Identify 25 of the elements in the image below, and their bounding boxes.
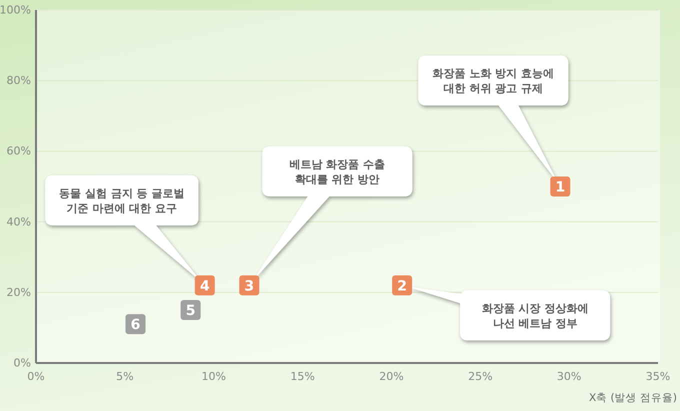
- annotation: 화장품 시장 정상화에 나선 베트남 정부: [482, 302, 588, 330]
- y-tick-label: 0%: [14, 356, 31, 370]
- annotation: 4: [200, 278, 210, 294]
- annotation: 1: [555, 180, 566, 196]
- annotation: 2: [397, 278, 407, 294]
- x-tick-label: 15%: [290, 370, 315, 383]
- annotation: 5: [186, 303, 196, 320]
- x-tick-label: 35%: [646, 370, 670, 383]
- y-tick-label: 80%: [6, 74, 31, 88]
- annotation: 베트남 화장품 수출 확대를 위한 방안: [289, 158, 386, 186]
- annotation: 6: [130, 317, 140, 334]
- y-tick-label: 20%: [6, 286, 31, 299]
- x-tick-label: 25%: [468, 370, 493, 383]
- annotation: 3: [244, 278, 254, 294]
- x-axis-title: X축 (발생 점유율): [588, 392, 677, 404]
- y-tick-label: 40%: [6, 215, 31, 228]
- x-tick-label: 0%: [27, 370, 45, 383]
- annotation: 동물 실험 금지 등 글로벌 기준 마련에 대한 요구: [59, 186, 184, 215]
- y-tick-label: 60%: [6, 144, 31, 158]
- x-tick-label: 20%: [379, 370, 404, 383]
- x-tick-label: 5%: [116, 370, 134, 383]
- y-tick-label: 100%: [0, 4, 31, 17]
- annotation: 화장품 노화 방지 효능에 대한 허위 광고 규제: [432, 67, 554, 95]
- x-tick-label: 30%: [556, 370, 582, 383]
- x-tick-label: 10%: [201, 370, 226, 383]
